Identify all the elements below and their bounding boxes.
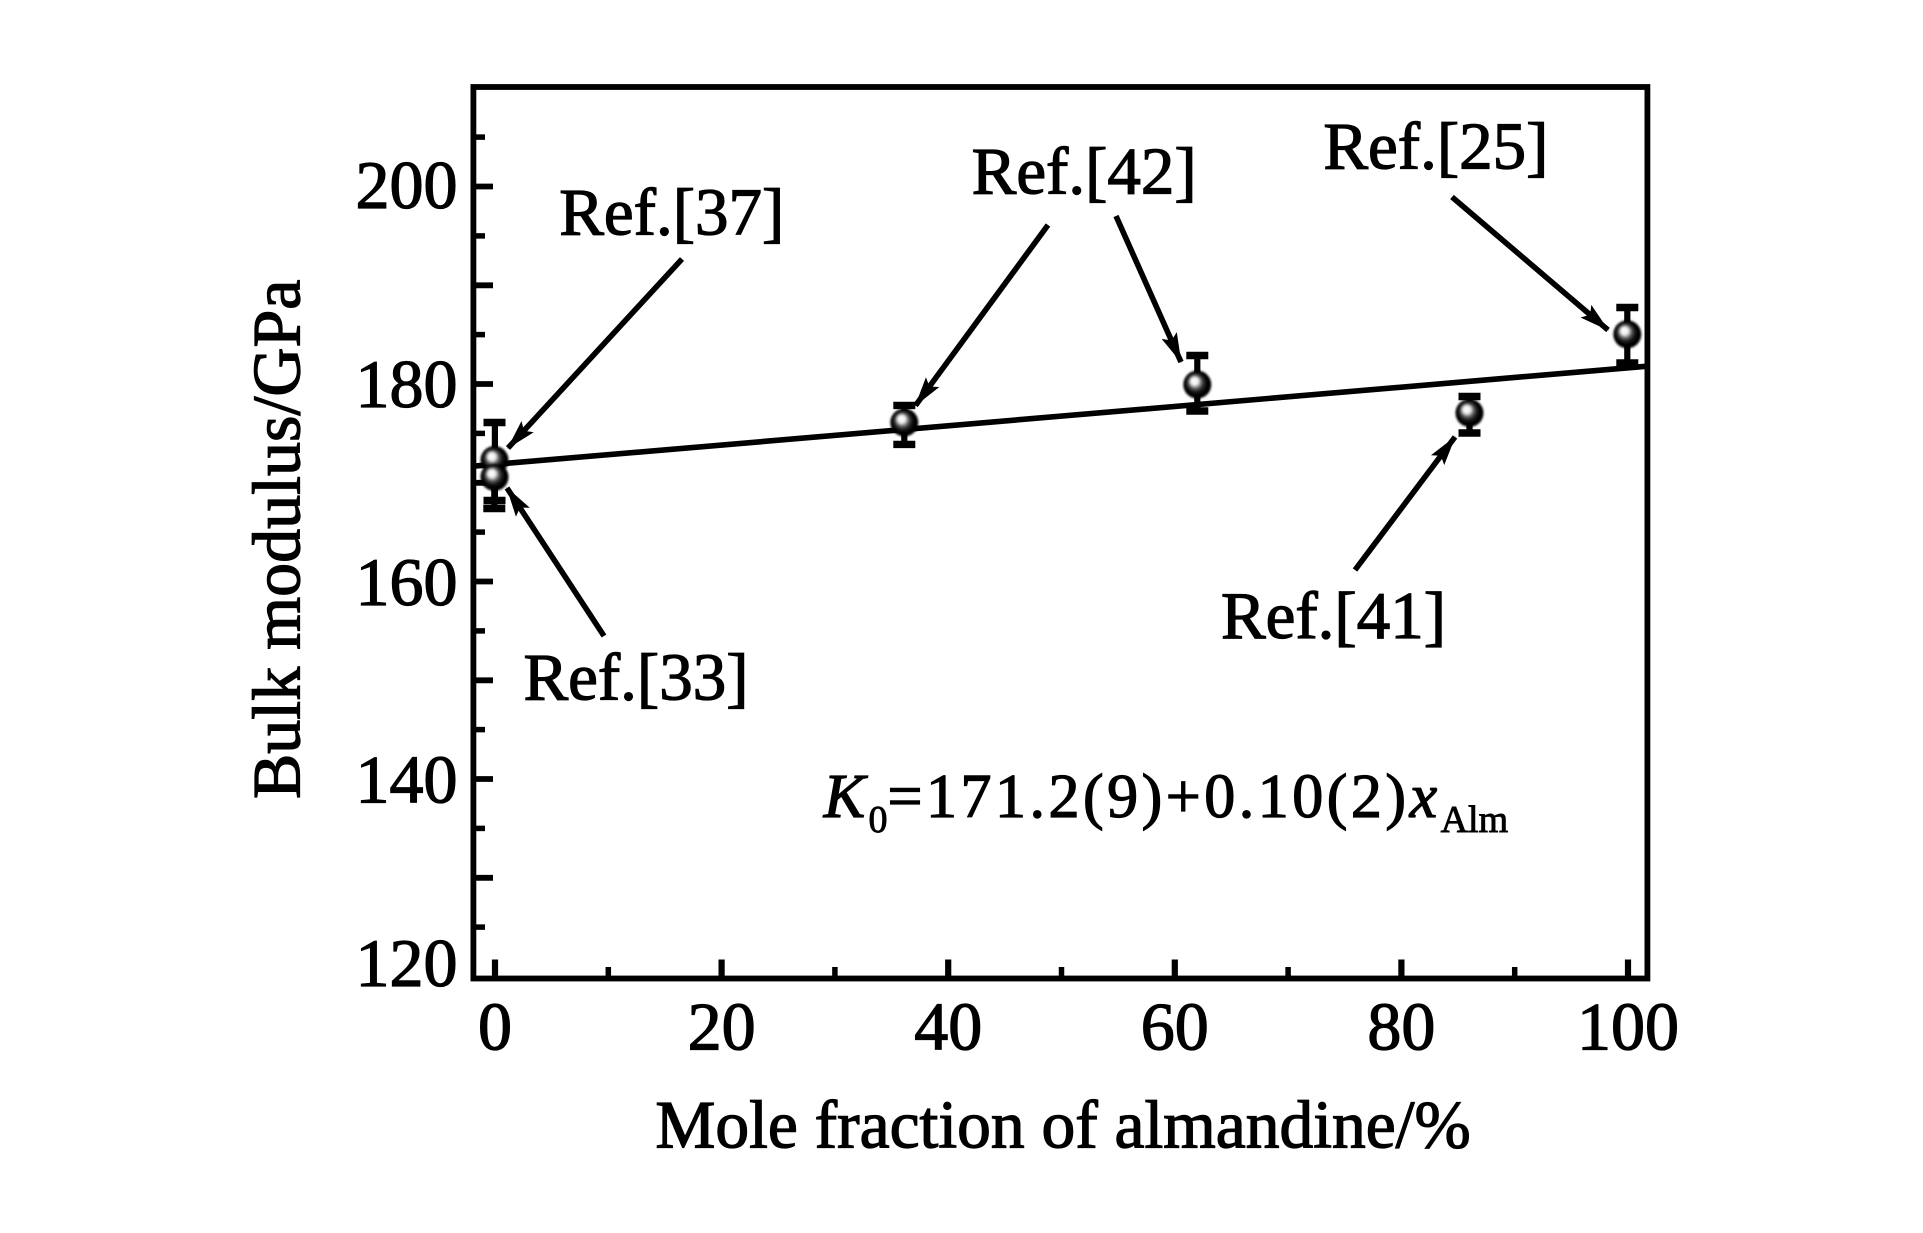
svg-text:Ref.[25]: Ref.[25] bbox=[1323, 110, 1548, 184]
svg-text:20: 20 bbox=[688, 989, 756, 1065]
svg-text:140: 140 bbox=[356, 741, 458, 817]
svg-text:Ref.[37]: Ref.[37] bbox=[559, 175, 784, 249]
svg-text:200: 200 bbox=[356, 147, 458, 223]
svg-text:Ref.[41]: Ref.[41] bbox=[1221, 579, 1446, 653]
svg-text:Mole fraction of almandine/%: Mole fraction of almandine/% bbox=[655, 1088, 1470, 1163]
svg-text:Bulk modulus/GPa: Bulk modulus/GPa bbox=[238, 280, 314, 800]
svg-text:Ref.[33]: Ref.[33] bbox=[523, 641, 748, 715]
svg-text:K0=171.2(9)+0.10(2)xAlm: K0=171.2(9)+0.10(2)xAlm bbox=[823, 763, 1508, 841]
svg-text:180: 180 bbox=[356, 346, 458, 422]
svg-text:120: 120 bbox=[356, 925, 458, 1001]
svg-text:40: 40 bbox=[914, 989, 982, 1065]
svg-text:100: 100 bbox=[1577, 989, 1679, 1065]
svg-text:Ref.[42]: Ref.[42] bbox=[972, 135, 1197, 209]
svg-text:80: 80 bbox=[1367, 989, 1435, 1065]
svg-text:0: 0 bbox=[478, 989, 512, 1065]
svg-text:160: 160 bbox=[356, 544, 458, 620]
svg-text:60: 60 bbox=[1141, 989, 1209, 1065]
